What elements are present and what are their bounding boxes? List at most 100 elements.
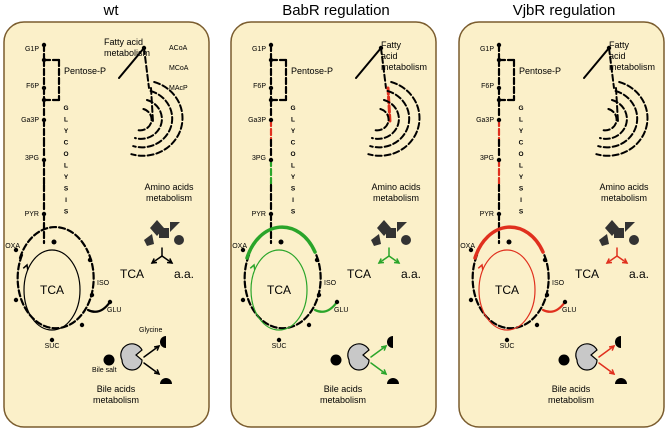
fatty-acid-spiral — [367, 81, 421, 157]
bile-acid-half-circle — [160, 378, 172, 384]
metabolite-node — [268, 157, 274, 163]
label-g1p: G1P — [480, 46, 494, 53]
tca-cycle-arrow — [22, 263, 29, 271]
amino-pentagon-shape — [599, 234, 609, 246]
label-aa: a.a. — [174, 267, 194, 281]
metabolite-node — [51, 239, 57, 245]
metabolite-node — [13, 247, 19, 253]
metabolite-node — [240, 247, 246, 253]
label-fatty-acid-line: Fatty — [609, 40, 630, 50]
glycolysis-letter: L — [291, 117, 295, 124]
arrow-head — [377, 258, 385, 264]
bile-arrow-glycine — [598, 345, 615, 358]
tca-inner-cycle — [250, 249, 308, 331]
fatty-acid-segment — [150, 87, 154, 123]
glycolysis-letter: S — [519, 209, 524, 216]
label-tca-amino: TCA — [347, 267, 371, 281]
label-f6p: F6P — [253, 83, 266, 90]
metabolite-node — [49, 337, 55, 343]
metabolite-node — [41, 57, 47, 63]
glycolysis-letter: Y — [291, 174, 296, 181]
label-pyr: PYR — [25, 211, 39, 218]
glycolysis-letter: L — [291, 163, 295, 170]
metabolite-node — [107, 299, 113, 305]
amino-arrow-aa — [616, 255, 628, 264]
glycolysis-letter: S — [291, 209, 296, 216]
tca-glu-branch — [86, 300, 112, 313]
tca-oxa-segment — [473, 225, 545, 260]
metabolite-node — [278, 239, 284, 245]
metabolite-node — [240, 297, 246, 303]
metabolite-node — [41, 42, 47, 48]
arrow-head — [608, 369, 616, 376]
glycolysis-letter: S — [64, 209, 69, 216]
metabolite-node — [13, 297, 19, 303]
glycine-half-circle — [615, 336, 621, 348]
metabolite-node — [41, 157, 47, 163]
panel-box — [458, 21, 665, 428]
metabolite-node — [542, 257, 548, 263]
tca-cycle-arrow — [249, 263, 256, 271]
label-amino-metabolism: metabolism — [146, 193, 192, 203]
panel-babr: G1PF6PGa3P3PGPYRPentose-PGLYCOLYSISTCAOX… — [230, 21, 437, 428]
metabolite-node — [544, 292, 550, 298]
label-amino-acids: Amino acids — [599, 182, 649, 192]
amino-square-shape — [159, 228, 169, 238]
label-iso: ISO — [97, 280, 110, 287]
glycolysis-letter: C — [64, 140, 69, 147]
arrow-head — [380, 369, 388, 376]
metabolite-node — [41, 117, 47, 123]
label-suc: SUC — [500, 343, 515, 350]
label-fatty-acid-line: metabolism — [609, 62, 655, 72]
amino-circle-shape — [629, 235, 639, 245]
tca-oxa-segment — [18, 225, 90, 260]
amino-triangle-shape — [625, 222, 635, 232]
amino-square-shape — [614, 228, 624, 238]
label-bile-metabolism: metabolism — [320, 395, 366, 405]
label-3pg: 3PG — [25, 155, 39, 162]
title-wt: wt — [103, 2, 120, 19]
label-amino-metabolism: metabolism — [601, 193, 647, 203]
metabolite-node — [268, 117, 274, 123]
amino-arrow-tca — [606, 255, 618, 264]
label-pentose-p: Pentose-P — [291, 66, 333, 76]
glycolysis-letter: G — [290, 105, 295, 112]
label-tca: TCA — [495, 283, 519, 297]
label-f6p: F6P — [481, 83, 494, 90]
arrow-head — [380, 344, 388, 351]
fatty-acid-spiral — [599, 99, 628, 140]
glycine-half-circle — [387, 336, 393, 348]
tca-outer-cycle — [243, 250, 322, 330]
arrow-head — [153, 369, 161, 376]
metabolite-node — [89, 292, 95, 298]
metabolite-node — [468, 297, 474, 303]
metabolite-node — [496, 211, 502, 217]
amino-circle-shape — [174, 235, 184, 245]
label-fatty-acid-metabolism: metabolism — [104, 48, 150, 58]
title-vjbr: VjbR regulation — [513, 2, 616, 19]
label-3pg: 3PG — [480, 155, 494, 162]
metabolite-node — [41, 85, 47, 91]
metabolite-node — [306, 322, 312, 328]
label-fatty-acid-line: acid — [609, 51, 626, 61]
amino-circle-shape — [401, 235, 411, 245]
metabolite-node — [41, 211, 47, 217]
tca-glu-branch — [313, 300, 339, 313]
glycolysis-letter: S — [291, 186, 296, 193]
glycolysis-letter: Y — [291, 128, 296, 135]
label-mcoa: MCoA — [169, 65, 189, 72]
bile-arrow-acid — [143, 362, 160, 375]
label-3pg: 3PG — [252, 155, 266, 162]
label-pyr: PYR — [480, 211, 494, 218]
glycolysis-letter: Y — [64, 128, 69, 135]
metabolite-node — [268, 57, 274, 63]
tca-outer-cycle — [471, 250, 550, 330]
arrow-head — [608, 344, 616, 351]
arrow-head — [153, 344, 161, 351]
glycolysis-letter: I — [292, 197, 294, 204]
metabolite-node — [496, 42, 502, 48]
metabolite-node — [334, 299, 340, 305]
metabolite-node — [506, 239, 512, 245]
label-pentose-p: Pentose-P — [519, 66, 561, 76]
fatty-acid-spiral — [369, 90, 411, 149]
